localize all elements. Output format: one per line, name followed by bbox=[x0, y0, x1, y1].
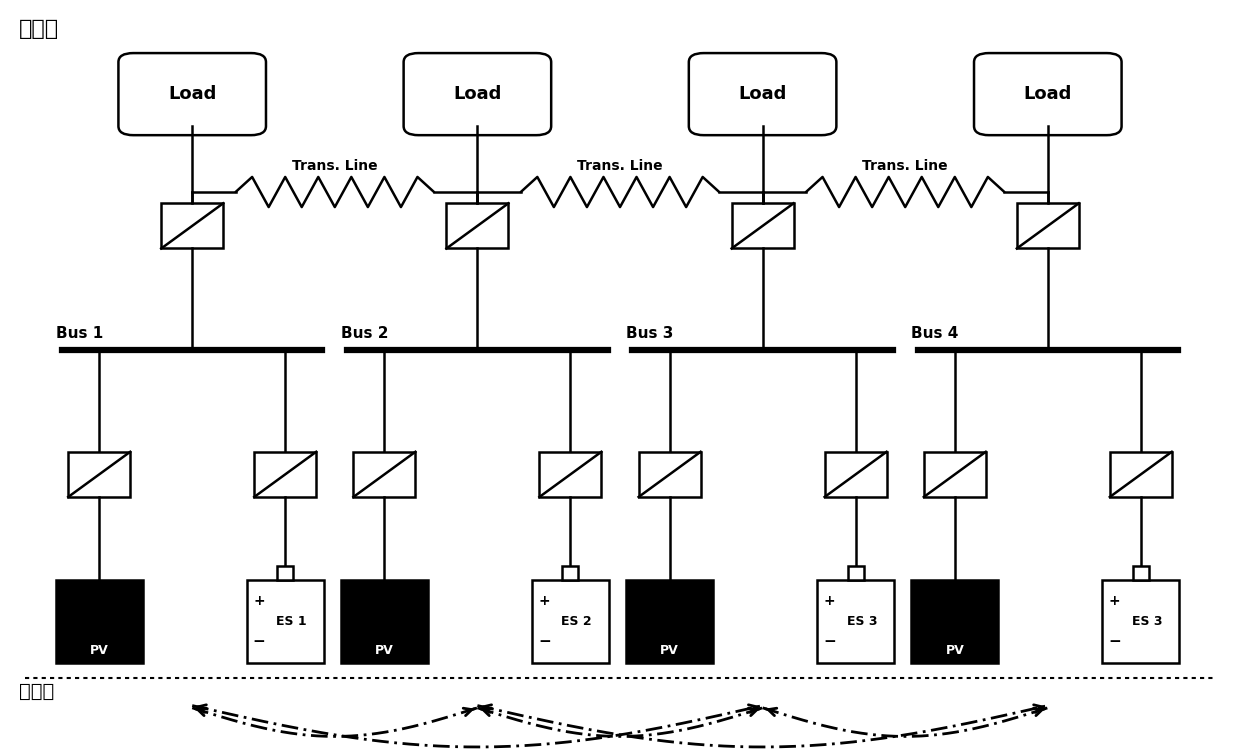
Text: +: + bbox=[1109, 593, 1121, 608]
Bar bbox=[446, 203, 508, 248]
Text: Bus 2: Bus 2 bbox=[341, 326, 388, 341]
FancyBboxPatch shape bbox=[689, 53, 836, 136]
Text: Trans. Line: Trans. Line bbox=[291, 159, 378, 173]
Text: ES 1: ES 1 bbox=[277, 614, 306, 628]
Text: Bus 1: Bus 1 bbox=[56, 326, 103, 341]
Text: ES 2: ES 2 bbox=[562, 614, 591, 628]
Text: −: − bbox=[253, 635, 265, 649]
Bar bbox=[848, 566, 863, 580]
Text: ES 3: ES 3 bbox=[847, 614, 877, 628]
Bar bbox=[539, 452, 601, 497]
Text: Load: Load bbox=[1023, 85, 1073, 103]
Bar bbox=[1102, 580, 1179, 663]
Bar bbox=[68, 452, 130, 497]
Text: Load: Load bbox=[453, 85, 502, 103]
Bar bbox=[1133, 566, 1149, 580]
Bar bbox=[563, 566, 578, 580]
Text: Bus 3: Bus 3 bbox=[626, 326, 673, 341]
Text: 物理层: 物理层 bbox=[19, 19, 58, 39]
Bar bbox=[732, 203, 794, 248]
Text: +: + bbox=[253, 593, 265, 608]
FancyBboxPatch shape bbox=[404, 53, 552, 136]
Bar bbox=[56, 580, 143, 663]
Text: −: − bbox=[1109, 635, 1121, 649]
Text: Load: Load bbox=[738, 85, 787, 103]
Bar bbox=[924, 452, 986, 497]
Bar bbox=[1017, 203, 1079, 248]
Text: −: − bbox=[538, 635, 551, 649]
Text: Trans. Line: Trans. Line bbox=[577, 159, 663, 173]
Bar bbox=[254, 452, 316, 497]
Text: Load: Load bbox=[167, 85, 217, 103]
Text: PV: PV bbox=[660, 644, 680, 657]
Bar bbox=[639, 452, 701, 497]
Text: −: − bbox=[823, 635, 836, 649]
FancyBboxPatch shape bbox=[975, 53, 1121, 136]
Text: PV: PV bbox=[89, 644, 109, 657]
Text: +: + bbox=[823, 593, 836, 608]
Text: Trans. Line: Trans. Line bbox=[862, 159, 949, 173]
Text: PV: PV bbox=[945, 644, 965, 657]
Text: ES 3: ES 3 bbox=[1132, 614, 1162, 628]
Bar bbox=[911, 580, 998, 663]
FancyBboxPatch shape bbox=[119, 53, 267, 136]
Text: PV: PV bbox=[374, 644, 394, 657]
Bar bbox=[277, 566, 293, 580]
Text: Bus 4: Bus 4 bbox=[911, 326, 959, 341]
Bar bbox=[626, 580, 713, 663]
Bar bbox=[817, 580, 894, 663]
Bar bbox=[1110, 452, 1172, 497]
Bar bbox=[353, 452, 415, 497]
Bar bbox=[247, 580, 324, 663]
Bar bbox=[532, 580, 609, 663]
Bar bbox=[341, 580, 428, 663]
Text: 网络层: 网络层 bbox=[19, 681, 53, 700]
Bar bbox=[161, 203, 223, 248]
Text: +: + bbox=[538, 593, 551, 608]
Bar bbox=[825, 452, 887, 497]
